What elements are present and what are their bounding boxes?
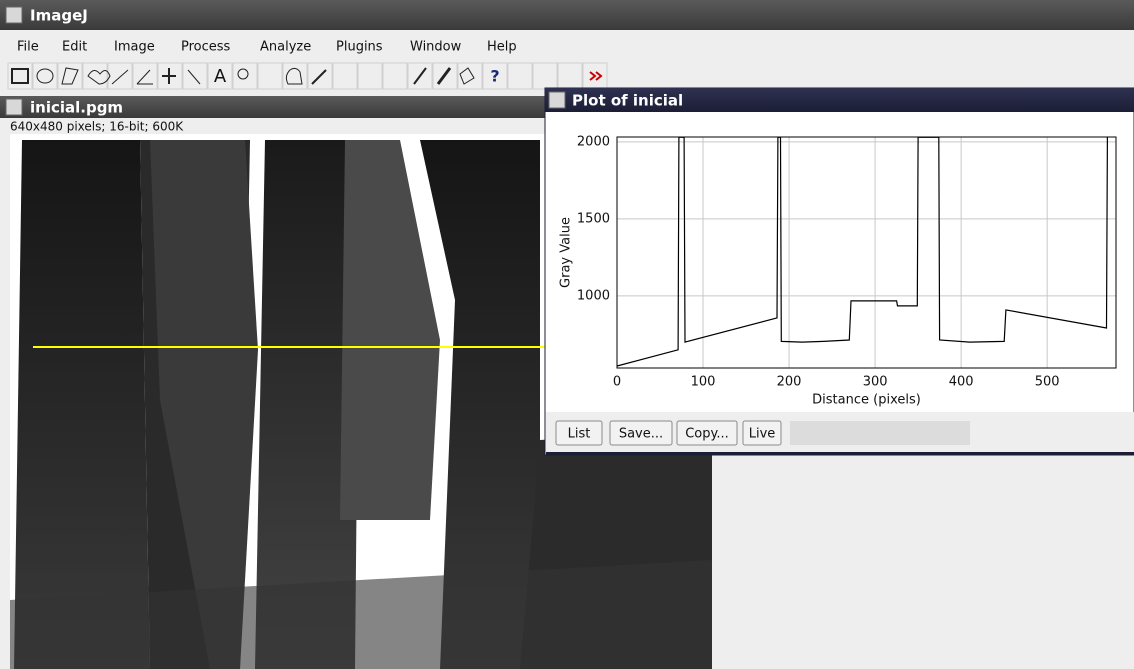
y-tick-label: 1000 [577, 288, 610, 303]
plot-title: Plot of inicial [572, 92, 683, 110]
tool-button[interactable] [558, 63, 582, 89]
tool-glyph: A [214, 66, 227, 87]
menu-item[interactable]: File [17, 40, 39, 55]
plot-icon [549, 92, 565, 108]
x-axis-label: Distance (pixels) [812, 393, 921, 408]
window-title: ImageJ [30, 7, 88, 25]
plot-button-label[interactable]: Live [749, 427, 776, 442]
plot-button-label[interactable]: Save... [619, 427, 663, 442]
menu-item[interactable]: Edit [62, 40, 87, 55]
app-icon [6, 7, 22, 23]
plot-button-label[interactable]: Copy... [685, 427, 729, 442]
tool-button[interactable] [458, 63, 482, 89]
status-field [790, 421, 970, 445]
screen: ImageJ File Edit Image Process Analyze Plugin… [0, 0, 1134, 669]
tool-glyph: ? [490, 67, 499, 86]
menu-item[interactable]: Analyze [260, 40, 311, 55]
tool-button[interactable] [58, 63, 82, 89]
menu-item[interactable]: Image [114, 40, 155, 55]
menu-bg [0, 34, 1134, 60]
menu-item[interactable]: Process [181, 40, 231, 55]
x-tick-label: 100 [691, 375, 716, 390]
tool-button[interactable] [358, 63, 382, 89]
toolbar: A? [8, 63, 607, 89]
x-tick-label: 400 [949, 375, 974, 390]
tool-button[interactable] [333, 63, 357, 89]
image-icon [6, 99, 22, 115]
title-bar [0, 0, 1134, 30]
tool-button[interactable] [83, 63, 107, 89]
menu-item[interactable]: Help [487, 40, 517, 55]
image-title: inicial.pgm [30, 99, 123, 117]
menu-item[interactable]: Plugins [336, 40, 383, 55]
tool-button[interactable] [383, 63, 407, 89]
tool-button[interactable] [108, 63, 132, 89]
image-info: 640x480 pixels; 16-bit; 600K [10, 120, 184, 134]
menu-item[interactable]: Window [410, 40, 462, 55]
tool-button[interactable] [533, 63, 557, 89]
y-tick-label: 2000 [577, 134, 610, 149]
x-tick-label: 500 [1035, 375, 1060, 390]
menu-bar: File Edit Image Process Analyze Plugins Window… [0, 34, 1134, 60]
depth-region [14, 140, 150, 669]
plot-border [546, 452, 1134, 455]
x-tick-label: 200 [777, 375, 802, 390]
plot-button-label[interactable]: List [568, 427, 591, 442]
tool-button[interactable] [233, 63, 257, 89]
tool-button[interactable] [258, 63, 282, 89]
tool-button[interactable] [508, 63, 532, 89]
x-tick-label: 300 [863, 375, 888, 390]
plot-buttons: List Save... Copy... Live [556, 421, 970, 445]
y-tick-label: 1500 [577, 211, 610, 226]
tool-button[interactable] [183, 63, 207, 89]
y-axis-label: Gray Value [559, 217, 574, 288]
x-tick-label: 0 [613, 375, 621, 390]
